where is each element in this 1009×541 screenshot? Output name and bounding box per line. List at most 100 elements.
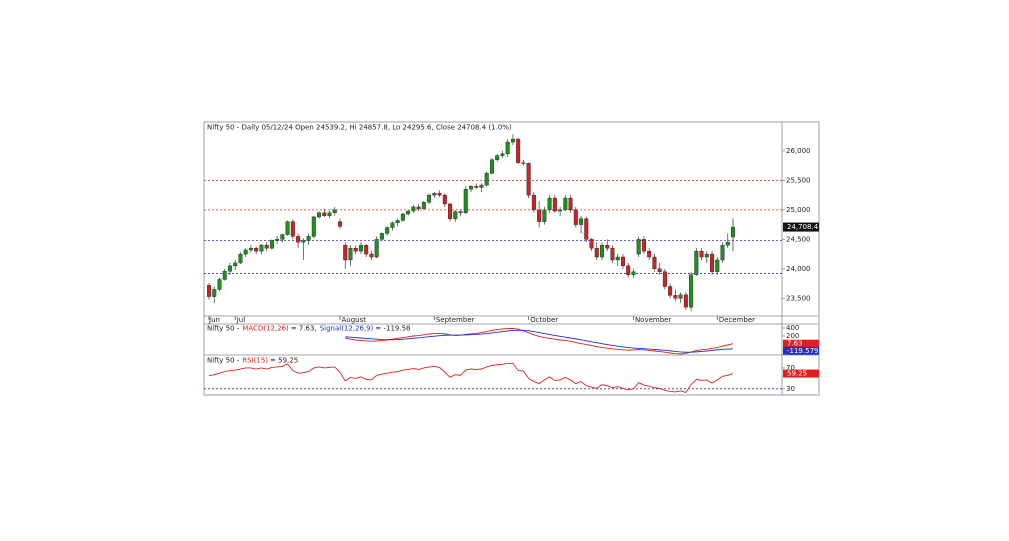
x-tick-label: November xyxy=(635,316,672,324)
candle-body xyxy=(463,189,468,214)
last-price-badge xyxy=(783,222,819,232)
candle-body xyxy=(568,197,573,211)
candle-body xyxy=(269,240,274,249)
candle-body xyxy=(505,141,510,155)
candle-body xyxy=(552,197,557,212)
candle-body xyxy=(332,209,337,214)
legend-series-value: = 59.25 xyxy=(270,357,298,365)
candle-body xyxy=(411,206,416,212)
candle-body xyxy=(453,211,458,219)
candle-body xyxy=(248,247,253,251)
chart-title: Nifty 50 - Daily 05/12/24 Open 24539.2, … xyxy=(207,124,512,132)
y-tick-label: 25,500 xyxy=(786,176,811,184)
candle-body xyxy=(641,239,646,252)
value-badge-label: -119.579 xyxy=(787,347,818,355)
candle-body xyxy=(338,221,343,227)
candle-body xyxy=(516,138,521,163)
candle-body xyxy=(280,234,285,240)
last-price-label: 24,708.4 xyxy=(787,223,819,231)
candle-body xyxy=(285,221,290,235)
legend-series-name: Signal(12,26,9) xyxy=(320,325,374,333)
candle-body xyxy=(348,247,353,261)
y-tick-label: 70 xyxy=(786,364,795,372)
candle-body xyxy=(358,245,363,252)
candle-body xyxy=(558,209,563,212)
candle-body xyxy=(662,271,667,287)
y-tick-label: 400 xyxy=(786,324,799,332)
candle-body xyxy=(390,222,395,228)
candle-body xyxy=(395,220,400,224)
candle-body xyxy=(547,197,552,211)
candle-body xyxy=(694,250,699,275)
candle-body xyxy=(500,153,505,156)
candle-body xyxy=(521,162,526,164)
candle-body xyxy=(212,289,217,297)
y-tick-label: 200 xyxy=(786,332,799,340)
candle-body xyxy=(526,163,531,196)
candle-body xyxy=(636,239,641,255)
x-tick-label: Jun xyxy=(208,316,220,324)
candle-body xyxy=(605,245,610,249)
candle-body xyxy=(406,210,411,215)
x-tick-label: Jul xyxy=(236,316,246,324)
candle-body xyxy=(683,294,688,308)
candle-body xyxy=(275,239,280,241)
candle-body xyxy=(720,245,725,261)
y-tick-label: 24,000 xyxy=(786,265,811,273)
legend-series-value: = 7.63, xyxy=(291,325,317,333)
candle-body xyxy=(400,213,405,221)
candle-body xyxy=(689,274,694,308)
candle-body xyxy=(311,216,316,237)
value-badge xyxy=(783,346,819,355)
candle-body xyxy=(479,184,484,188)
candle-body xyxy=(579,218,584,225)
candle-body xyxy=(484,173,489,186)
series-line xyxy=(345,327,734,355)
candle-body xyxy=(369,253,374,258)
legend: Nifty 50 - MACD(12,26) = 7.63, Signal(12,26… xyxy=(207,325,410,333)
candle-body xyxy=(437,193,442,196)
candle-body xyxy=(537,209,542,222)
candle-body xyxy=(678,294,683,299)
candle-body xyxy=(296,236,301,243)
y-tick-label: 24,500 xyxy=(786,235,811,243)
candle-body xyxy=(668,286,673,296)
candle-body xyxy=(301,240,306,243)
candle-body xyxy=(647,250,652,258)
candle-body xyxy=(510,138,515,143)
candle-body xyxy=(222,270,227,280)
legend-series-name: MACD(12,26) xyxy=(242,325,289,333)
candle-body xyxy=(600,245,605,258)
candle-body xyxy=(531,194,536,211)
candle-body xyxy=(584,218,589,240)
candle-body xyxy=(657,268,662,272)
candle-body xyxy=(495,155,500,160)
y-tick-label: 25,000 xyxy=(786,206,811,214)
candle-body xyxy=(573,209,578,225)
candle-body xyxy=(353,247,358,252)
candle-body xyxy=(620,256,625,267)
candle-body xyxy=(254,247,259,252)
candle-body xyxy=(469,186,474,190)
candle-body xyxy=(379,233,384,240)
candle-body xyxy=(563,197,568,211)
candle-body xyxy=(673,295,678,299)
candle-body xyxy=(432,193,437,196)
candle-body xyxy=(594,247,599,258)
candle-body xyxy=(306,236,311,241)
y-tick-label: 30 xyxy=(786,385,795,393)
candle-body xyxy=(710,253,715,272)
frame xyxy=(203,121,820,396)
candle-body xyxy=(725,242,730,246)
value-badge xyxy=(783,369,819,378)
candle-body xyxy=(385,227,390,234)
legend: Nifty 50 - RSI(15) = 59.25 xyxy=(207,357,298,365)
candle-body xyxy=(610,247,615,261)
candle-body xyxy=(374,239,379,258)
candle-body xyxy=(290,221,295,237)
x-tick-label: October xyxy=(530,316,558,324)
series-line xyxy=(208,362,734,393)
candle-body xyxy=(589,239,594,249)
candle-body xyxy=(542,209,547,222)
value-badge-label: 7.63 xyxy=(787,340,803,348)
